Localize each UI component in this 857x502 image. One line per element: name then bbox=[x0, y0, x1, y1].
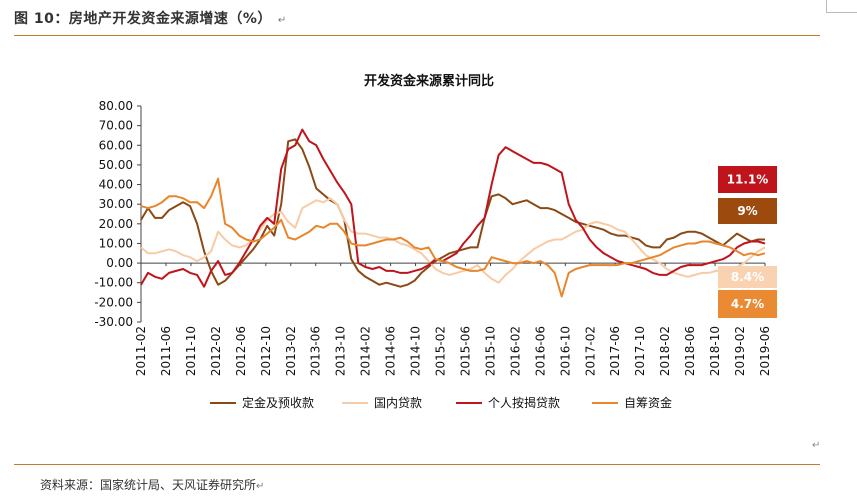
end-label-box bbox=[718, 166, 777, 193]
x-tick-label: 2014-10 bbox=[409, 326, 423, 376]
y-tick-label: 0.00 bbox=[106, 256, 133, 270]
x-tick-label: 2015-10 bbox=[483, 326, 497, 376]
y-tick-label: 80.00 bbox=[99, 99, 133, 113]
chart-title: 开发资金来源累计同比 bbox=[364, 73, 494, 89]
top-rule bbox=[14, 35, 820, 36]
y-tick-label: 20.00 bbox=[99, 217, 133, 231]
end-label-box bbox=[718, 198, 777, 224]
y-axis: 80.00 70.00 60.00 50.00 40.00 30.00 20.00 10.00… bbox=[94, 99, 142, 329]
legend: 定金及预收款 国内贷款 个人按揭贷款 自筹资金 bbox=[210, 395, 672, 410]
source-note: 资料来源：国家统计局、天风证券研究所↵ bbox=[40, 476, 264, 493]
x-tick-label: 2015-06 bbox=[458, 326, 472, 376]
end-labels: 11.1% 9% 8.4% 4.7% bbox=[718, 166, 777, 318]
series-lines bbox=[140, 128, 766, 298]
x-tick-label: 2017-10 bbox=[633, 326, 647, 376]
x-tick-label: 2013-10 bbox=[334, 326, 348, 376]
bottom-rule bbox=[14, 464, 820, 465]
y-tick-label: 50.00 bbox=[99, 158, 133, 172]
x-tick-label: 2016-06 bbox=[533, 326, 547, 376]
x-tick-label: 2017-06 bbox=[608, 326, 622, 376]
legend-label: 自筹资金 bbox=[624, 395, 672, 410]
x-tick-label: 2018-06 bbox=[683, 326, 697, 376]
series-line-4 bbox=[140, 177, 766, 298]
series-line-2 bbox=[140, 197, 766, 284]
x-tick-label: 2011-10 bbox=[184, 326, 198, 376]
end-paragraph-mark-icon: ↵ bbox=[812, 440, 821, 451]
x-tick-label: 2011-02 bbox=[134, 326, 148, 376]
x-tick-label: 2013-02 bbox=[284, 326, 298, 376]
figure-title: 图 10：房地产开发资金来源增速（%） ↵ bbox=[14, 8, 287, 28]
page-corner-mark bbox=[826, 0, 857, 13]
x-tick-label: 2014-02 bbox=[359, 326, 373, 376]
x-tick-label: 2012-02 bbox=[209, 326, 223, 376]
x-tick-label: 2013-06 bbox=[309, 326, 323, 376]
y-tick-label: -20.00 bbox=[94, 295, 133, 309]
series-line-1 bbox=[140, 138, 765, 288]
y-tick-label: 40.00 bbox=[99, 178, 133, 192]
paragraph-mark-icon: ↵ bbox=[277, 15, 287, 26]
end-label-text: 9% bbox=[737, 204, 757, 218]
y-tick-label: -30.00 bbox=[94, 315, 133, 329]
legend-label: 定金及预收款 bbox=[242, 395, 314, 410]
source-mark-icon: ↵ bbox=[256, 481, 265, 492]
end-label-text: 8.4% bbox=[731, 270, 764, 284]
x-tick-label: 2015-02 bbox=[434, 326, 448, 376]
end-label-box bbox=[718, 266, 777, 288]
x-tick-label: 2016-02 bbox=[508, 326, 522, 376]
legend-label: 个人按揭贷款 bbox=[488, 395, 560, 410]
end-label-text: 11.1% bbox=[727, 173, 769, 187]
end-label-box bbox=[718, 290, 777, 318]
y-tick-label: -10.00 bbox=[94, 276, 133, 290]
y-tick-label: 60.00 bbox=[99, 138, 133, 152]
x-tick-label: 2017-02 bbox=[583, 326, 597, 376]
x-tick-label: 2012-10 bbox=[259, 326, 273, 376]
end-label-text: 4.7% bbox=[731, 297, 764, 311]
y-tick-label: 10.00 bbox=[99, 236, 133, 250]
x-tick-label: 2019-02 bbox=[733, 326, 747, 376]
y-tick-label: 30.00 bbox=[99, 197, 133, 211]
x-axis: 2011-02 2011-06 2011-10 2012-02 2012-06 2012-… bbox=[134, 262, 772, 376]
source-text: 资料来源：国家统计局、天风证券研究所 bbox=[40, 478, 257, 492]
x-tick-label: 2014-06 bbox=[384, 326, 398, 376]
x-tick-label: 2016-10 bbox=[558, 326, 572, 376]
x-tick-label: 2011-06 bbox=[159, 326, 173, 376]
figure-title-text: 图 10：房地产开发资金来源增速（%） bbox=[14, 11, 272, 27]
x-tick-label: 2018-10 bbox=[708, 326, 722, 376]
legend-label: 国内贷款 bbox=[374, 396, 422, 410]
x-tick-label: 2018-02 bbox=[658, 326, 672, 376]
y-tick-label: 70.00 bbox=[99, 119, 133, 133]
x-tick-label: 2019-06 bbox=[758, 326, 772, 376]
series-line-3 bbox=[140, 128, 766, 288]
x-tick-label: 2012-06 bbox=[234, 326, 248, 376]
